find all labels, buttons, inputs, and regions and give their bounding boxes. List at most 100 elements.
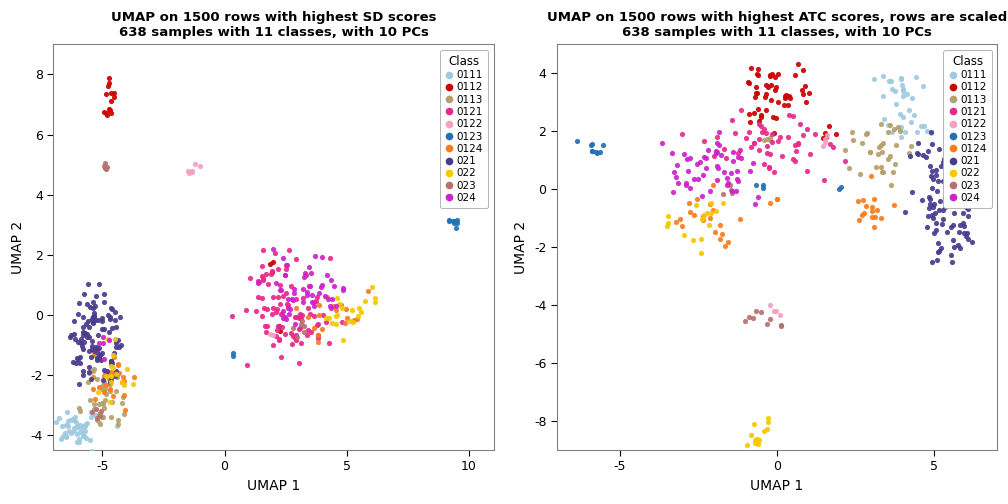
0121: [743, 143, 759, 151]
024: [95, 333, 111, 341]
0124: [732, 215, 748, 223]
0112: [751, 116, 767, 124]
0121: [290, 325, 306, 333]
0124: [863, 172, 879, 180]
0121: [291, 313, 307, 322]
0111: [53, 422, 70, 430]
0111: [77, 421, 93, 429]
0122: [762, 301, 778, 309]
024: [101, 336, 117, 344]
021: [927, 219, 943, 227]
0121: [287, 312, 303, 321]
0121: [250, 278, 266, 286]
0111: [896, 128, 912, 136]
024: [285, 285, 301, 293]
0124: [103, 367, 119, 375]
021: [82, 303, 98, 311]
0112: [741, 110, 757, 118]
0111: [65, 416, 81, 424]
024: [299, 288, 316, 296]
0123: [448, 224, 464, 232]
0112: [767, 83, 783, 91]
0112: [748, 83, 764, 91]
021: [91, 352, 107, 360]
Legend: 0111, 0112, 0113, 0121, 0122, 0123, 0124, 021, 022, 023, 024: 0111, 0112, 0113, 0121, 0122, 0123, 0124…: [440, 50, 488, 208]
021: [84, 337, 100, 345]
021: [904, 188, 920, 197]
0123: [595, 141, 611, 149]
0113: [104, 398, 120, 406]
0111: [83, 408, 99, 416]
024: [281, 310, 297, 318]
0121: [756, 159, 772, 167]
0111: [60, 417, 77, 425]
0112: [760, 83, 776, 91]
0124: [682, 208, 699, 216]
0121: [302, 309, 319, 318]
0121: [272, 281, 288, 289]
024: [275, 307, 291, 315]
0121: [293, 314, 309, 322]
021: [953, 190, 969, 198]
0121: [310, 320, 327, 328]
0121: [747, 139, 763, 147]
022: [100, 335, 116, 343]
024: [312, 283, 329, 291]
023: [93, 412, 109, 420]
0121: [270, 322, 286, 330]
021: [67, 317, 83, 325]
021: [918, 153, 934, 161]
0124: [114, 378, 130, 386]
0123: [225, 349, 241, 357]
022: [119, 365, 135, 373]
024: [323, 303, 339, 311]
0111: [59, 408, 76, 416]
0122: [192, 162, 208, 170]
0111: [884, 85, 900, 93]
0111: [72, 438, 88, 446]
021: [92, 351, 108, 359]
024: [708, 147, 724, 155]
022: [685, 236, 702, 244]
0111: [72, 435, 88, 443]
0111: [894, 113, 910, 121]
0111: [57, 429, 74, 437]
0124: [707, 228, 723, 236]
0112: [770, 98, 786, 106]
0121: [281, 246, 297, 254]
021: [85, 320, 101, 328]
0112: [762, 73, 778, 81]
0112: [740, 78, 756, 86]
0111: [78, 422, 94, 430]
0111: [908, 73, 924, 81]
022: [103, 362, 119, 370]
0121: [764, 139, 780, 147]
0113: [890, 123, 906, 132]
021: [935, 215, 952, 223]
024: [729, 167, 745, 175]
0121: [278, 265, 294, 273]
0112: [786, 71, 802, 79]
024: [685, 175, 702, 183]
0113: [880, 155, 896, 163]
0121: [277, 261, 293, 269]
021: [928, 226, 944, 234]
0121: [273, 353, 289, 361]
024: [709, 162, 725, 170]
0112: [817, 133, 834, 141]
0121: [308, 297, 325, 305]
0112: [801, 89, 817, 97]
023: [724, 190, 740, 198]
022: [353, 308, 369, 317]
021: [922, 128, 938, 136]
0124: [854, 211, 870, 219]
0121: [293, 310, 309, 319]
021: [74, 335, 90, 343]
021: [94, 317, 110, 325]
0113: [110, 419, 126, 427]
0121: [268, 332, 284, 340]
0111: [876, 114, 892, 122]
024: [284, 295, 300, 303]
0113: [95, 401, 111, 409]
021: [89, 356, 105, 364]
